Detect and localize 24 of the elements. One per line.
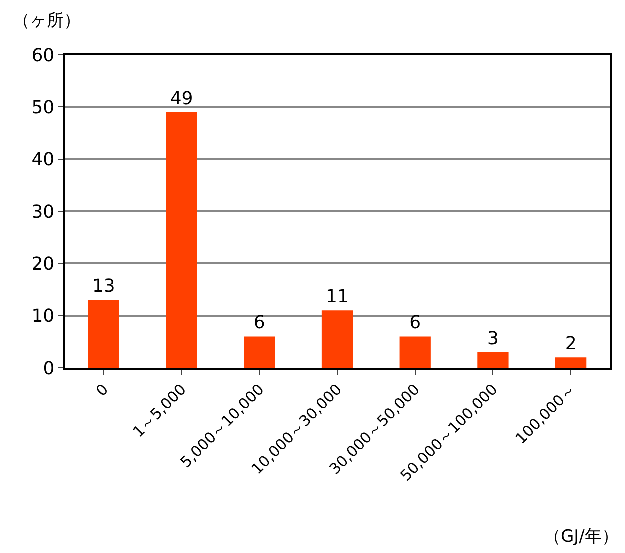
y-axis-title: （ヶ所） [13,11,81,31]
x-axis-title: （GJ/年） [544,527,619,547]
bar [556,358,587,368]
y-tick-label: 0 [43,358,55,380]
bar [400,336,431,368]
y-tick-label: 50 [32,97,55,118]
bar [478,352,509,368]
y-tick-label: 20 [32,254,55,275]
bar [88,300,120,368]
x-tick-label: 0 [92,380,112,400]
y-tick-label: 60 [32,45,55,66]
bar [322,310,354,368]
data-label: 2 [565,334,577,355]
y-tick-label: 30 [32,202,55,223]
data-label: 6 [254,312,266,334]
data-label: 49 [170,88,194,110]
bar [244,336,276,368]
data-label: 13 [92,276,116,298]
y-tick-label: 10 [32,306,55,328]
data-label: 3 [487,328,499,350]
data-label: 6 [410,312,422,334]
y-tick-label: 40 [32,150,55,171]
bar [166,112,198,368]
data-label: 11 [326,286,349,308]
